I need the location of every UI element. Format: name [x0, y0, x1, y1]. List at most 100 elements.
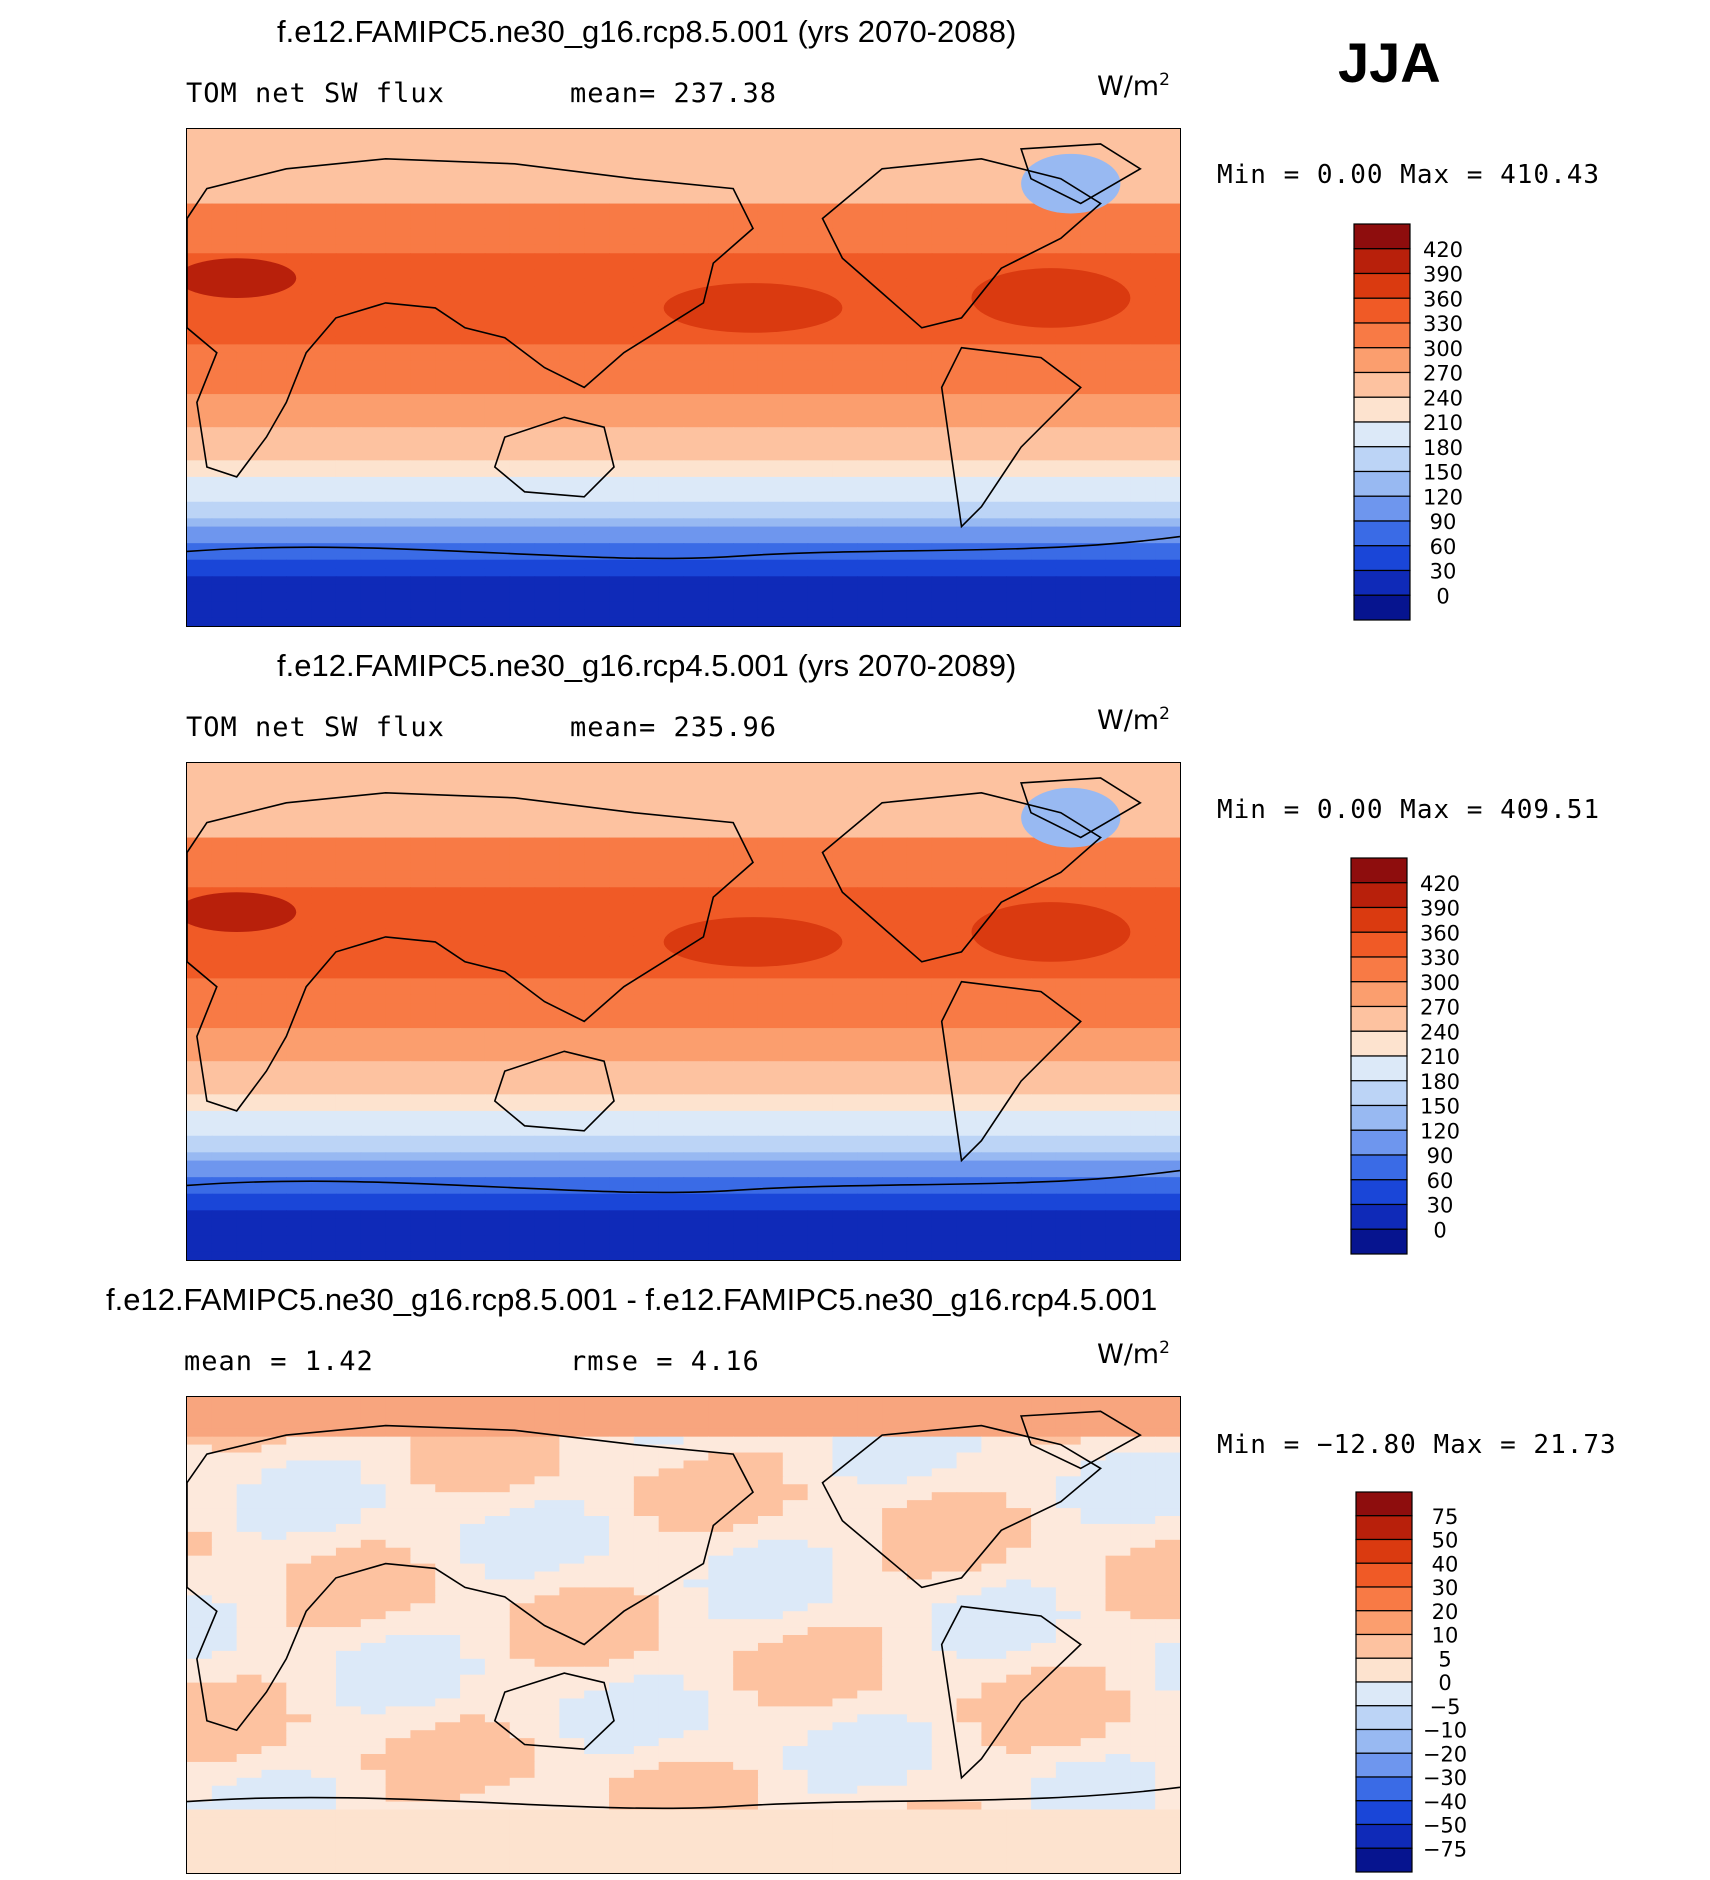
map-cell	[460, 895, 486, 905]
map-cell	[1130, 1226, 1156, 1236]
map-cell	[1031, 1086, 1057, 1095]
colorbar-swatch	[1350, 857, 1408, 884]
map-cell	[236, 526, 263, 536]
map-cell	[187, 443, 213, 453]
map-cell	[757, 261, 784, 271]
map-cell	[236, 1412, 263, 1422]
map-cell	[410, 195, 436, 205]
map-cell	[534, 1028, 560, 1037]
map-cell	[857, 476, 883, 486]
map-cell	[658, 1152, 685, 1162]
map-cell	[658, 1061, 685, 1071]
map-cell	[1155, 903, 1180, 913]
map-cell	[683, 1144, 709, 1153]
map-cell	[187, 170, 213, 180]
map-cell	[1031, 1110, 1057, 1120]
map-cell	[484, 170, 511, 180]
map-cell	[410, 526, 436, 536]
map-cell	[633, 1135, 660, 1145]
map-cell	[211, 854, 238, 863]
map-cell	[211, 1160, 238, 1170]
map-cell	[708, 1094, 734, 1104]
map-cell	[335, 137, 362, 147]
map-cell	[559, 410, 585, 420]
map-cell	[584, 551, 610, 561]
map-cell	[484, 978, 511, 988]
map-cell	[683, 336, 709, 345]
map-cell	[360, 369, 387, 379]
map-cell	[509, 460, 536, 470]
map-cell	[906, 1144, 933, 1153]
map-cell	[435, 845, 461, 855]
map-cell	[187, 485, 213, 495]
map-cell	[211, 970, 238, 979]
map-cell	[857, 427, 883, 437]
map-cell	[757, 129, 784, 138]
map-cell	[385, 460, 412, 470]
map-cell	[584, 286, 610, 296]
map-cell	[460, 1185, 486, 1195]
map-cell	[385, 253, 412, 263]
map-cell	[410, 534, 436, 544]
map-cell	[906, 418, 933, 428]
map-cell	[360, 1218, 387, 1228]
map-cell	[236, 584, 263, 594]
map-cell	[286, 779, 312, 789]
map-cell	[335, 986, 362, 996]
map-cell	[832, 145, 858, 155]
map-cell	[857, 1404, 883, 1414]
map-cell	[683, 1185, 709, 1195]
map-cell	[683, 912, 709, 921]
map-cell	[931, 617, 958, 626]
map-cell	[460, 1135, 486, 1145]
map-cell	[311, 302, 337, 312]
map-cell	[1055, 1019, 1082, 1029]
map-cell	[1105, 1052, 1131, 1062]
map-cell	[534, 961, 560, 971]
map-cell	[286, 195, 312, 205]
map-cell	[410, 1036, 436, 1046]
map-cell	[360, 220, 387, 229]
map-cell	[882, 592, 908, 602]
map-cell	[460, 385, 486, 395]
map-cell	[460, 592, 486, 602]
colorbar-tick-label: 330	[1423, 312, 1463, 336]
map-cell	[1031, 559, 1057, 569]
map-cell	[609, 787, 635, 797]
map-cell	[211, 402, 238, 412]
map-cell	[708, 771, 734, 781]
map-cell	[658, 460, 685, 470]
map-cell	[757, 236, 784, 246]
map-cell	[360, 153, 387, 163]
map-cell	[981, 236, 1007, 246]
map-cell	[782, 1019, 809, 1029]
map-cell	[956, 829, 982, 839]
map-cell	[683, 845, 709, 855]
map-cell	[906, 443, 933, 453]
map-cell	[1080, 327, 1107, 337]
map-cell	[1105, 377, 1131, 387]
map-cell	[584, 837, 610, 847]
map-cell	[509, 543, 536, 553]
map-cell	[1130, 928, 1156, 938]
map-cell	[211, 1011, 238, 1021]
map-cell	[559, 1086, 585, 1095]
map-cell	[187, 1412, 213, 1422]
map-cell	[981, 1044, 1007, 1054]
map-cell	[1080, 978, 1107, 988]
map-cell	[857, 286, 883, 296]
map-cell	[534, 945, 560, 955]
map-cell	[534, 1210, 560, 1220]
map-cell	[857, 551, 883, 561]
map-cell	[187, 1243, 213, 1253]
map-cell	[335, 1412, 362, 1422]
map-cell	[1130, 228, 1156, 238]
map-cell	[807, 1011, 834, 1021]
map-cell	[211, 129, 238, 138]
map-cell	[335, 1251, 362, 1260]
map-cell	[187, 452, 213, 461]
map-cell	[1006, 609, 1032, 619]
map-cell	[1080, 845, 1107, 855]
map-cell	[360, 1044, 387, 1054]
map-cell	[484, 344, 511, 354]
